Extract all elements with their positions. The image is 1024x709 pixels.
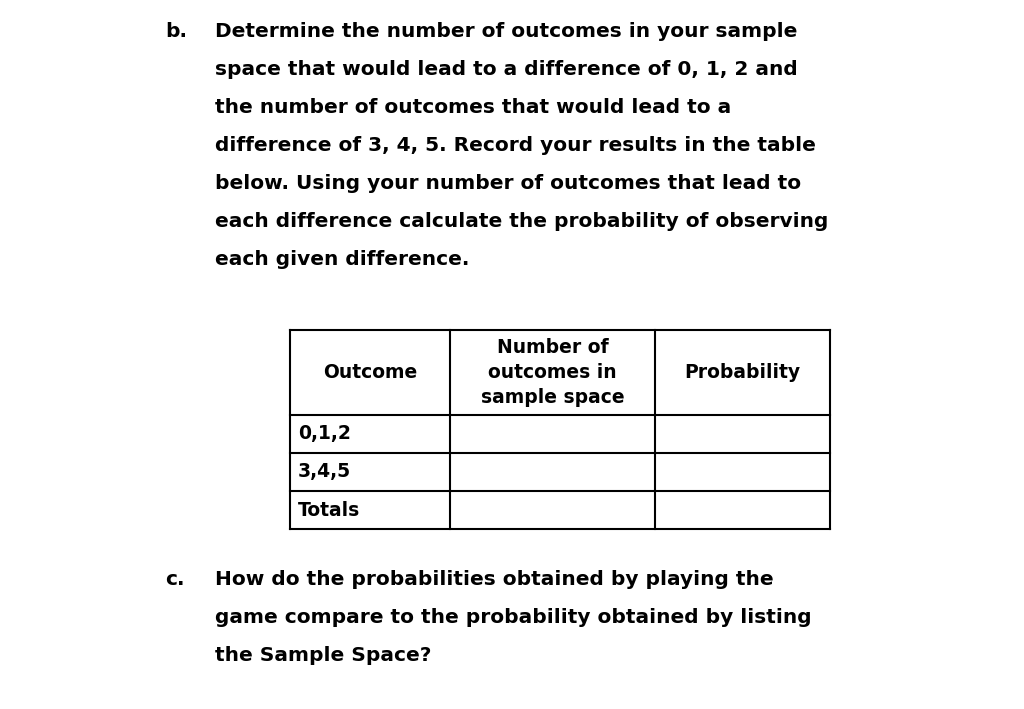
Text: Number of
outcomes in
sample space: Number of outcomes in sample space xyxy=(480,338,625,407)
Text: 3,4,5: 3,4,5 xyxy=(298,462,351,481)
Text: the number of outcomes that would lead to a: the number of outcomes that would lead t… xyxy=(215,98,731,117)
Text: each difference calculate the probability of observing: each difference calculate the probabilit… xyxy=(215,212,828,231)
Text: 0,1,2: 0,1,2 xyxy=(298,425,351,444)
Text: Determine the number of outcomes in your sample: Determine the number of outcomes in your… xyxy=(215,22,798,41)
Text: space that would lead to a difference of 0, 1, 2 and: space that would lead to a difference of… xyxy=(215,60,798,79)
Text: c.: c. xyxy=(165,570,184,589)
Text: the Sample Space?: the Sample Space? xyxy=(215,646,431,665)
Text: b.: b. xyxy=(165,22,187,41)
Text: Totals: Totals xyxy=(298,501,360,520)
Text: each given difference.: each given difference. xyxy=(215,250,469,269)
Text: below. Using your number of outcomes that lead to: below. Using your number of outcomes tha… xyxy=(215,174,801,193)
Text: game compare to the probability obtained by listing: game compare to the probability obtained… xyxy=(215,608,812,627)
Text: Outcome: Outcome xyxy=(323,363,417,382)
Text: Probability: Probability xyxy=(684,363,801,382)
Text: difference of 3, 4, 5. Record your results in the table: difference of 3, 4, 5. Record your resul… xyxy=(215,136,816,155)
Text: How do the probabilities obtained by playing the: How do the probabilities obtained by pla… xyxy=(215,570,773,589)
